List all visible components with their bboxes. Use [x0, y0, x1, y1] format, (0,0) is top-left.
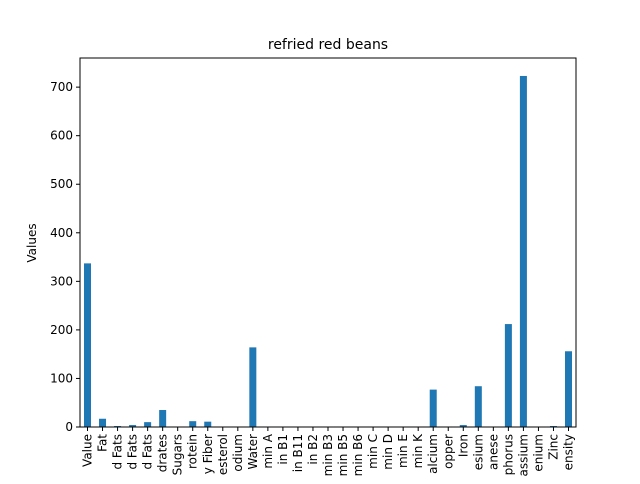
y-tick-label: 400 — [50, 226, 73, 240]
x-tick-label: min D — [381, 434, 395, 470]
x-tick-label: phorus — [501, 434, 515, 475]
x-tick-label: Iron — [456, 434, 470, 457]
x-tick-label: esium — [471, 434, 485, 470]
x-tick-label: d Fats — [111, 434, 125, 470]
y-tick-label: 600 — [50, 129, 73, 143]
bar — [249, 347, 256, 427]
y-tick-label: 100 — [50, 371, 73, 385]
x-tick-label: min B6 — [351, 434, 365, 476]
bar — [430, 390, 437, 427]
x-tick-label: in B1 — [276, 434, 290, 465]
x-tick-label: Fat — [96, 434, 110, 452]
bar — [520, 76, 527, 427]
bar — [84, 263, 91, 427]
y-tick-label: 700 — [50, 80, 73, 94]
x-tick-label: Sugars — [171, 434, 185, 475]
x-tick-label: Water — [246, 434, 260, 470]
x-tick-label: min E — [396, 434, 410, 468]
bar — [475, 386, 482, 427]
x-tick-label: opper — [441, 434, 455, 469]
bar — [204, 422, 211, 427]
x-tick-label: odium — [231, 434, 245, 472]
x-tick-label: y Fiber — [201, 434, 215, 474]
x-tick-label: min K — [411, 433, 425, 468]
y-tick-label: 500 — [50, 177, 73, 191]
x-tick-label: enium — [531, 434, 545, 472]
x-tick-label: min B3 — [321, 434, 335, 476]
x-tick-label: esterol — [216, 434, 230, 475]
x-tick-label: drates — [156, 434, 170, 472]
chart-title: refried red beans — [268, 37, 388, 53]
x-tick-label: rotein — [186, 434, 200, 469]
x-tick-label: d Fats — [126, 434, 140, 470]
x-tick-label: Value — [81, 434, 95, 467]
bar — [505, 324, 512, 427]
bar — [159, 410, 166, 427]
y-tick-label: 0 — [65, 420, 73, 434]
x-tick-label: alcium — [426, 434, 440, 474]
x-tick-label: in B11 — [291, 434, 305, 472]
x-tick-label: min C — [366, 434, 380, 469]
bar — [189, 421, 196, 427]
x-tick-label: anese — [486, 434, 500, 470]
x-tick-label: Zinc — [546, 434, 560, 460]
x-tick-label: min A — [261, 433, 275, 468]
y-tick-label: 200 — [50, 323, 73, 337]
bar — [565, 351, 572, 427]
x-tick-label: in B2 — [306, 434, 320, 465]
bar — [144, 422, 151, 427]
x-tick-label: assium — [516, 434, 530, 477]
x-tick-label: d Fats — [141, 434, 155, 470]
bar — [99, 419, 106, 427]
x-tick-label: ensity — [562, 434, 576, 470]
y-axis-label: Values — [25, 223, 39, 262]
y-tick-label: 300 — [50, 274, 73, 288]
x-tick-label: min B5 — [336, 434, 350, 476]
